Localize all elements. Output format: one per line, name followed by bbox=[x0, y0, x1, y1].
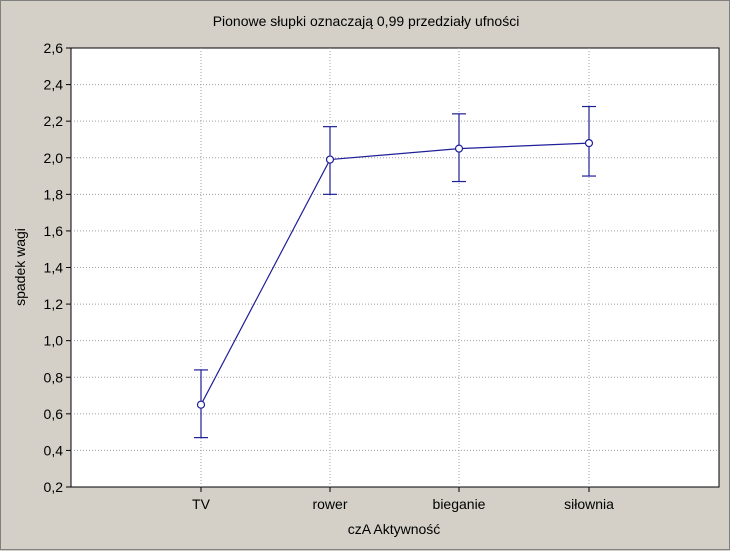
y-tick-label: 1,0 bbox=[44, 333, 64, 349]
x-axis-label: czA Aktywność bbox=[348, 521, 441, 537]
y-tick-label: 0,6 bbox=[44, 406, 64, 422]
y-tick-label: 2,6 bbox=[44, 40, 64, 56]
y-tick-label: 2,4 bbox=[44, 77, 64, 93]
y-tick-label: 0,2 bbox=[44, 479, 64, 495]
series-line bbox=[200, 142, 590, 405]
data-point bbox=[454, 144, 464, 153]
y-tick-label: 2,2 bbox=[44, 113, 64, 129]
data-point bbox=[196, 400, 206, 409]
y-axis-label: spadek wagi bbox=[12, 228, 28, 306]
data-point bbox=[584, 139, 594, 148]
x-tick-label: rower bbox=[312, 496, 347, 512]
y-tick-label: 1,6 bbox=[44, 223, 64, 239]
series-layer bbox=[194, 105, 596, 439]
x-tick-label: TV bbox=[192, 496, 211, 512]
axis-layer: 0,2 0,4 0,6 0,8 1,0 1,2 1,4 1,6 1,8 2,0 2,2 2,4 2,6 T… bbox=[44, 40, 615, 512]
y-tick-label: 2,0 bbox=[44, 150, 64, 166]
chart-title: Pionowe słupki oznaczają 0,99 przedziały… bbox=[213, 13, 520, 29]
y-tick-label: 1,4 bbox=[44, 260, 64, 276]
y-tick-label: 0,8 bbox=[44, 369, 64, 385]
data-point bbox=[325, 155, 335, 164]
y-tick-label: 1,2 bbox=[44, 296, 64, 312]
x-tick-label: bieganie bbox=[433, 496, 486, 512]
grid-layer bbox=[71, 48, 719, 487]
x-tick-label: siłownia bbox=[564, 496, 614, 512]
y-tick-label: 0,4 bbox=[44, 442, 64, 458]
y-tick-label: 1,8 bbox=[44, 186, 64, 202]
